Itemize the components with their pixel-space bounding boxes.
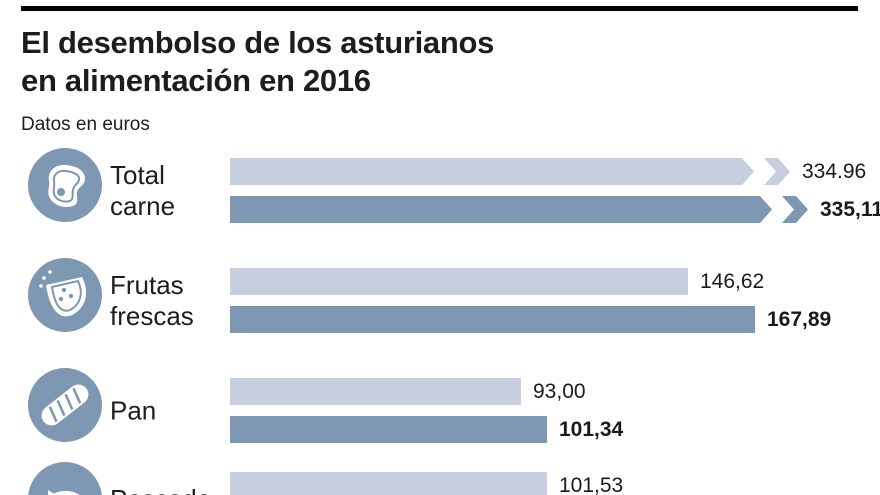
- chart-title: El desembolso de los asturianos en alime…: [21, 24, 494, 100]
- bar-value-light: 146,62: [700, 269, 765, 293]
- bar-value-light: 101,53: [559, 473, 624, 495]
- bar-light: [230, 378, 521, 405]
- bar-light: [230, 472, 547, 495]
- fish-icon: [28, 462, 102, 495]
- bar-group: 146,62 167,89: [230, 268, 831, 344]
- bar-line-dark: 335,11: [230, 196, 880, 223]
- category-label: Pescado: [110, 484, 211, 495]
- watermelon-icon: [28, 258, 102, 332]
- bar-line-dark: 101,34: [230, 416, 623, 443]
- chart-subtitle: Datos en euros: [21, 114, 150, 135]
- category-label: Pan: [110, 395, 157, 426]
- chart-title-line2: en alimentación en 2016: [21, 63, 371, 98]
- bar-group: 334.96 335,11: [230, 158, 880, 234]
- bar-value-dark: 335,11: [820, 197, 880, 221]
- bar-dark-truncated: [230, 196, 808, 223]
- bread-icon: [28, 368, 102, 442]
- top-rule: [21, 6, 858, 11]
- bar-light-truncated: [230, 158, 790, 185]
- chart-row: Pescado 101,53: [0, 460, 880, 495]
- category-label: Frutas frescas: [110, 270, 194, 331]
- chart-row: Frutas frescas 146,62 167,89: [0, 256, 880, 356]
- bar-value-dark: 167,89: [767, 307, 832, 331]
- bar-line-light: 101,53: [230, 472, 623, 495]
- bar-line-light: 146,62: [230, 268, 831, 295]
- chart-row: Pan 93,00 101,34: [0, 366, 880, 466]
- bar-group: 93,00 101,34: [230, 378, 623, 454]
- meat-icon: [28, 148, 102, 222]
- bar-line-light: 334.96: [230, 158, 880, 185]
- bar-line-light: 93,00: [230, 378, 623, 405]
- bar-light: [230, 268, 688, 295]
- bar-value-dark: 101,34: [559, 417, 624, 441]
- bar-value-light: 93,00: [533, 379, 586, 403]
- bar-dark: [230, 306, 755, 333]
- bar-line-dark: 167,89: [230, 306, 831, 333]
- bar-group: 101,53: [230, 472, 623, 495]
- bar-dark: [230, 416, 547, 443]
- chart-row: Total carne 334.96 335,11: [0, 146, 880, 246]
- bar-value-light: 334.96: [802, 159, 867, 183]
- chart-title-line1: El desembolso de los asturianos: [21, 25, 495, 60]
- category-label: Total carne: [110, 160, 176, 221]
